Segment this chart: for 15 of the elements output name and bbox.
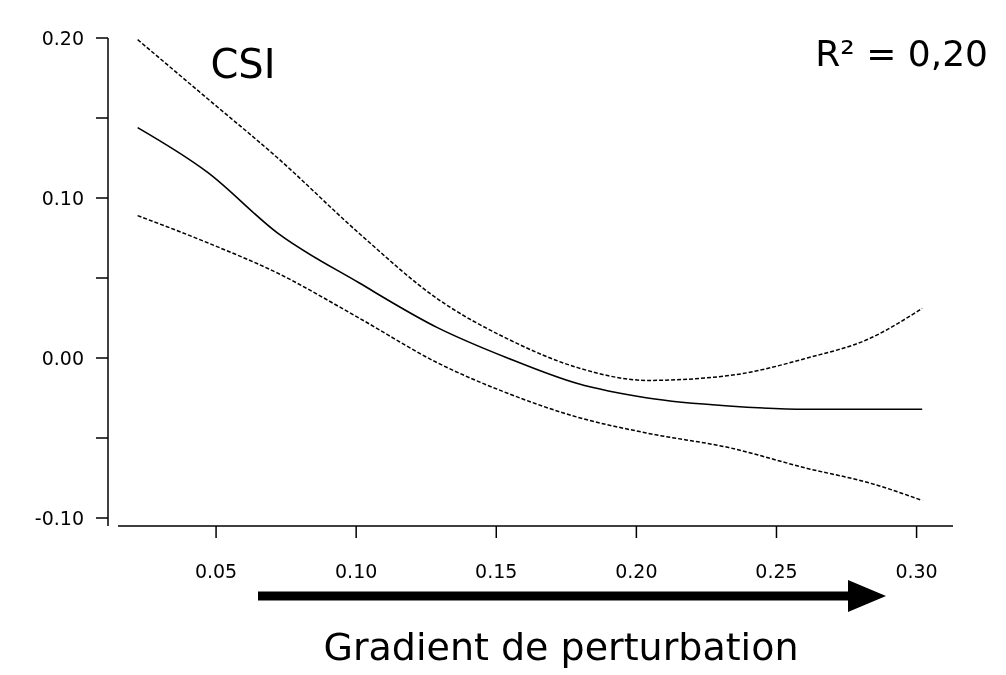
x-tick-label: 0.30 (895, 560, 938, 582)
x-tick-label: 0.10 (335, 560, 378, 582)
annotation: R² = 0,20 (815, 33, 988, 74)
x-tick-label: 0.05 (194, 560, 238, 582)
y-tick-label: -0.10 (34, 506, 84, 529)
y-tick-label: 0.00 (41, 346, 84, 369)
x-tick-label: 0.25 (755, 560, 798, 582)
x-axis-title: Gradient de perturbation (323, 625, 799, 669)
y-tick-label: 0.20 (41, 26, 84, 49)
y-tick-label: 0.10 (41, 186, 84, 209)
x-tick-label: 0.20 (615, 560, 658, 582)
line-series (136, 214, 923, 502)
chart-title: CSI (210, 41, 276, 87)
line-series (136, 126, 923, 410)
x-tick-label: 0.15 (475, 560, 518, 582)
